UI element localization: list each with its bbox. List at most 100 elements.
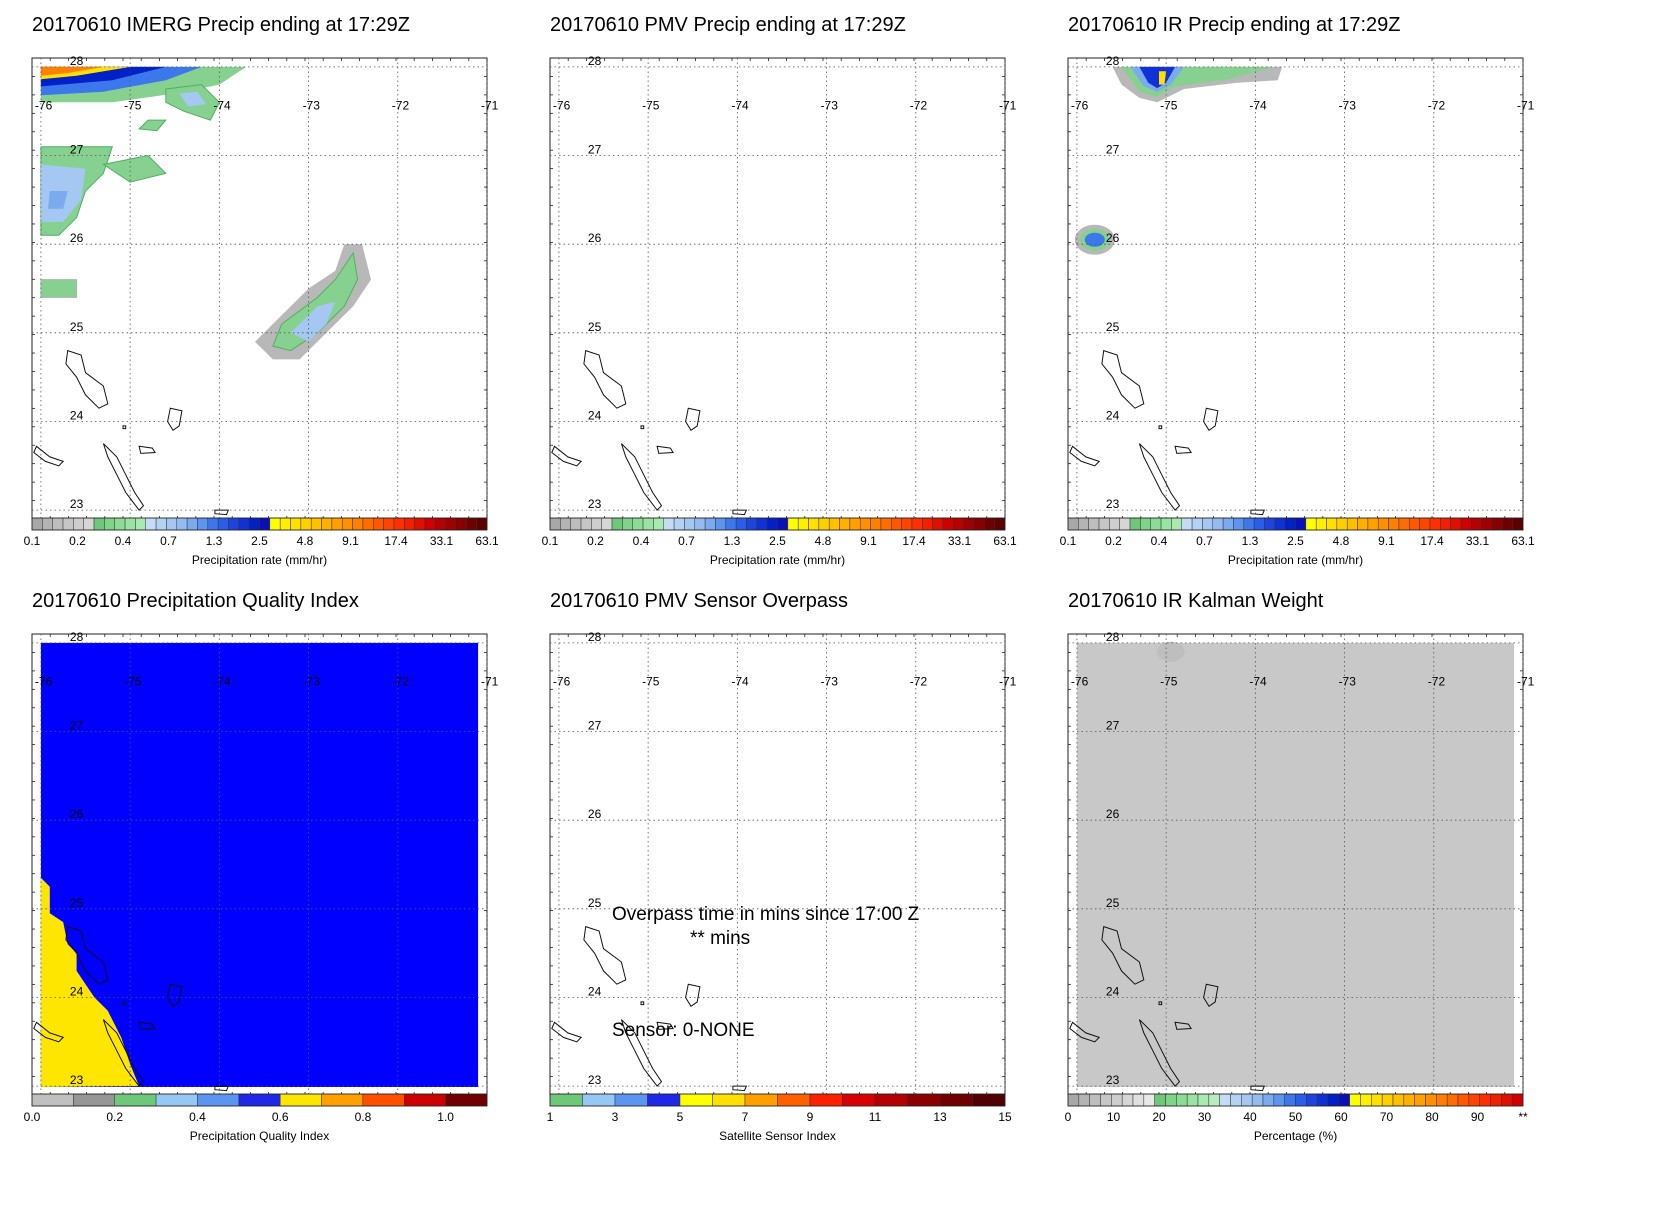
lon-tick-label: -73: [1339, 98, 1357, 112]
map-frame: [31, 57, 488, 520]
colorbar-tick-label: 1.3: [1242, 534, 1259, 548]
colorbar-swatch: [972, 1093, 1006, 1107]
precip-area: [290, 301, 336, 342]
colorbar-swatch: [248, 517, 260, 531]
precip-area: [40, 66, 104, 76]
island-coastline: [102, 1019, 145, 1087]
lat-tick-label: 24: [588, 408, 602, 422]
lon-tick-label: -76: [553, 98, 571, 112]
colorbar-swatch: [828, 517, 840, 531]
lat-tick-label: 27: [1106, 719, 1120, 733]
island-coastline: [551, 1021, 583, 1043]
precip-area: [102, 154, 167, 183]
colorbar-tick-label: 0.2: [106, 1110, 123, 1124]
colorbar-swatch: [1284, 1093, 1296, 1107]
colorbar-tick-label: 30: [1198, 1110, 1212, 1124]
overpass-mins-annotation: ** mins: [690, 928, 750, 949]
map-frame: [549, 57, 1006, 520]
colorbar-tick-label: 50: [1289, 1110, 1303, 1124]
colorbar-title: Precipitation Quality Index: [190, 1129, 329, 1143]
colorbar-tick-label: 63.1: [475, 534, 499, 548]
lon-tick-label: -72: [1428, 98, 1446, 112]
colorbar-tick-label: 0.2: [1105, 534, 1122, 548]
colorbar-swatch: [911, 517, 923, 531]
lat-tick-label: 26: [70, 231, 84, 245]
island-coastline: [65, 925, 109, 985]
colorbar-tick-label: 60: [1334, 1110, 1348, 1124]
colorbar-swatch: [73, 1093, 115, 1107]
lat-tick-label: 25: [1106, 896, 1120, 910]
colorbar-swatch: [1346, 517, 1358, 531]
weight-area: [1156, 641, 1185, 662]
colorbar-swatch: [1479, 1093, 1491, 1107]
colorbar-tick-label: 2.5: [251, 534, 268, 548]
colorbar-swatch: [445, 1093, 488, 1107]
colorbar-title: Satellite Sensor Index: [719, 1129, 836, 1143]
colorbar-tick-label: 0.4: [189, 1110, 206, 1124]
lon-tick-label: -75: [124, 674, 142, 688]
colorbar-title: Precipitation rate (mm/hr): [1228, 553, 1363, 567]
colorbar-title: Percentage (%): [1254, 1129, 1337, 1143]
colorbar-swatch: [1371, 1093, 1383, 1107]
colorbar-swatch: [1436, 1093, 1448, 1107]
island-coastline: [122, 425, 127, 430]
island-coastline: [122, 1001, 127, 1006]
colorbar-tick-label: 1.0: [437, 1110, 454, 1124]
colorbar-tick-label: 9: [807, 1110, 814, 1124]
colorbar-swatch: [614, 1093, 648, 1107]
colorbar-swatch: [1262, 1093, 1275, 1107]
colorbar-swatch: [1100, 1093, 1112, 1107]
colorbar-swatch: [186, 517, 198, 531]
colorbar-swatch: [114, 1093, 157, 1107]
colorbar-swatch: [684, 517, 696, 531]
precip-area: [1159, 71, 1167, 85]
colorbar-swatch: [1306, 1093, 1318, 1107]
colorbar-tick-label: 2.5: [769, 534, 786, 548]
chart-svg: -76 -75 -74 -73 -72 -71 28 27 26 25 24 23 0.1 0.2 0.4 0…: [1060, 54, 1535, 567]
colorbar-tick-label: 4.8: [1333, 534, 1350, 548]
panel-imerg-precip: 20170610 IMERG Precip ending at 17:29Z -…: [24, 14, 552, 614]
colorbar-swatch: [31, 1093, 74, 1107]
lon-tick-label: -75: [642, 674, 660, 688]
lon-tick-label: -75: [1160, 98, 1178, 112]
lat-tick-label: 27: [588, 719, 602, 733]
colorbar-swatch: [1367, 517, 1379, 531]
lon-tick-label: -76: [1071, 98, 1089, 112]
colorbar-swatch: [1388, 517, 1400, 531]
panel-ir-precip: 20170610 IR Precip ending at 17:29Z -76 -…: [1060, 14, 1588, 614]
colorbar-swatch: [1143, 1093, 1155, 1107]
island-coastline: [551, 445, 583, 467]
colorbar-tick-label: 4.8: [297, 534, 314, 548]
island-coastline: [65, 349, 109, 409]
colorbar-swatch: [591, 517, 602, 531]
colorbar-swatch: [1336, 517, 1348, 531]
lon-tick-label: -74: [731, 674, 749, 688]
colorbar-swatch: [1295, 1093, 1307, 1107]
colorbar-swatch: [1176, 1093, 1188, 1107]
island-coastline: [138, 1021, 156, 1030]
colorbar-swatch: [939, 1093, 973, 1107]
colorbar-swatch: [1338, 1093, 1350, 1107]
colorbar-swatch: [842, 1093, 876, 1107]
island-coastline: [1174, 1021, 1192, 1030]
quality-area: [40, 642, 479, 1087]
colorbar-tick-label: 20: [1152, 1110, 1166, 1124]
island-coastline: [33, 445, 65, 467]
colorbar-swatch: [393, 517, 405, 531]
colorbar-tick-label: 9.1: [342, 534, 359, 548]
lon-tick-label: -71: [1517, 674, 1535, 688]
colorbar-swatch: [1468, 1093, 1480, 1107]
colorbar-swatch: [1243, 517, 1255, 531]
panel-title: 20170610 IR Precip ending at 17:29Z: [1068, 14, 1401, 36]
island-coastline: [167, 407, 183, 432]
colorbar-swatch: [1181, 517, 1193, 531]
lon-tick-label: -76: [1071, 674, 1089, 688]
colorbar-swatch: [155, 517, 167, 531]
lon-tick-label: -72: [392, 98, 410, 112]
colorbar-swatch: [383, 517, 395, 531]
lat-tick-label: 24: [588, 984, 602, 998]
colorbar-tick-label: 9.1: [1378, 534, 1395, 548]
island-coastline: [1250, 509, 1266, 516]
colorbar-swatch: [1295, 517, 1307, 531]
colorbar-frame: [1067, 517, 1524, 531]
